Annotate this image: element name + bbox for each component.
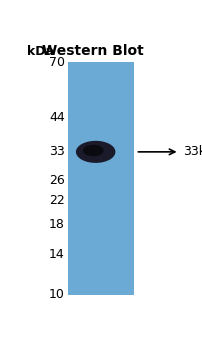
Text: 33kDa: 33kDa (182, 145, 202, 158)
Text: 18: 18 (49, 218, 64, 231)
Ellipse shape (83, 145, 103, 156)
Text: 22: 22 (49, 194, 64, 207)
Text: 44: 44 (49, 111, 64, 124)
Text: Western Blot: Western Blot (42, 44, 143, 58)
Text: 14: 14 (49, 248, 64, 261)
Ellipse shape (76, 141, 115, 163)
Text: 26: 26 (49, 174, 64, 187)
Text: 33: 33 (49, 145, 64, 158)
Text: kDa: kDa (27, 45, 54, 58)
Text: 10: 10 (49, 288, 64, 301)
Text: 70: 70 (49, 56, 64, 68)
FancyBboxPatch shape (68, 62, 133, 295)
